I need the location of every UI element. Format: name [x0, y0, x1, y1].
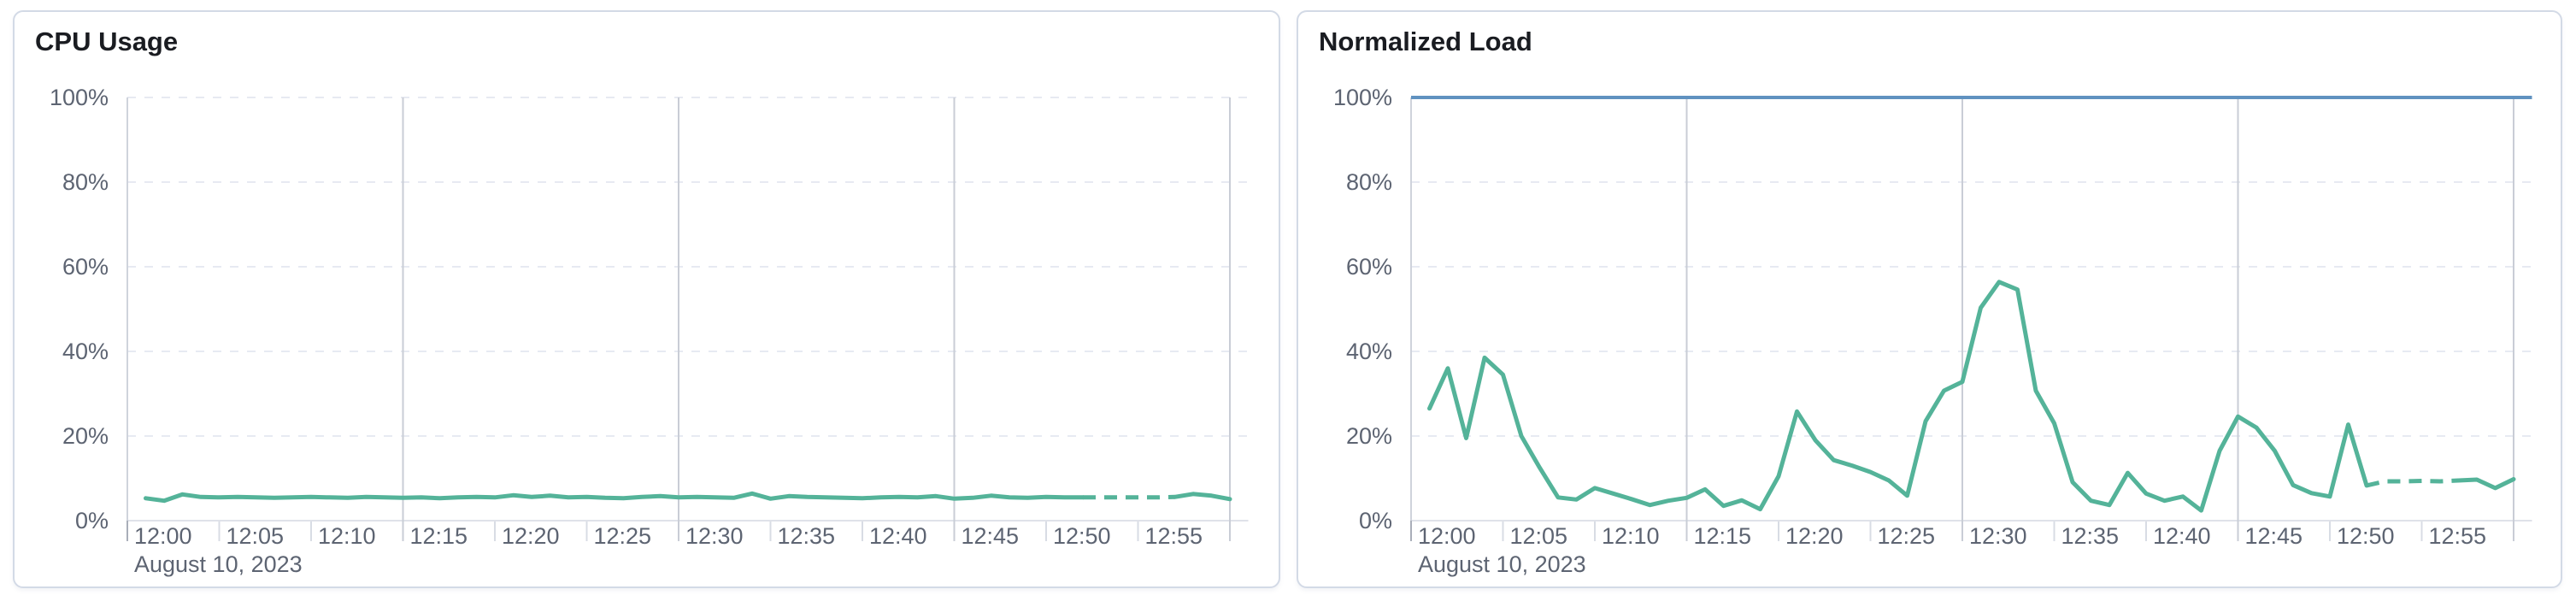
- y-tick-label: 40%: [1346, 339, 1392, 364]
- normalized-load-chart-canvas[interactable]: 0% 20% 40% 60% 80% 100% 12:00 12:05 12:10 12:15 12…: [1298, 12, 2561, 586]
- x-tick-label: 12:30: [1969, 523, 2027, 549]
- series-line-solid: [1427, 280, 2369, 513]
- x-tick-label: 12:35: [778, 523, 836, 549]
- y-tick-label: 80%: [62, 169, 109, 195]
- x-axis-date-label: August 10, 2023: [134, 551, 303, 577]
- x-tick-label: 12:45: [962, 523, 1020, 549]
- x-tick-label: 12:55: [2429, 523, 2487, 549]
- x-tick-label: 12:35: [2061, 523, 2120, 549]
- x-tick-label: 12:00: [134, 523, 192, 549]
- cpu-usage-chart-canvas[interactable]: 0% 20% 40% 60% 80% 100% 12:00 12:05 12:10 12:15 12…: [15, 12, 1279, 586]
- x-tick-label: 12:50: [1053, 523, 1111, 549]
- x-tick-label: 12:15: [1694, 523, 1752, 549]
- x-tick-label: 12:30: [685, 523, 744, 549]
- x-tick-label: 12:10: [318, 523, 376, 549]
- x-tick-label: 12:40: [869, 523, 927, 549]
- series-line-solid-end: [2456, 477, 2516, 491]
- y-tick-label: 20%: [1346, 423, 1392, 449]
- x-tick-label: 12:00: [1418, 523, 1476, 549]
- y-tick-label: 40%: [62, 339, 109, 364]
- y-tick-label: 0%: [1359, 508, 1392, 533]
- y-tick-label: 60%: [62, 254, 109, 280]
- x-tick-label: 12:05: [226, 523, 285, 549]
- y-tick-label: 60%: [1346, 254, 1392, 280]
- x-axis-date-label: August 10, 2023: [1418, 551, 1586, 577]
- series-line-solid-end: [1173, 492, 1232, 502]
- panel-title-normalized-load: Normalized Load: [1319, 27, 1532, 56]
- x-tick-label: 12:50: [2337, 523, 2395, 549]
- x-tick-label: 12:45: [2245, 523, 2303, 549]
- panel-title-cpu-usage: CPU Usage: [35, 27, 179, 56]
- panel-normalized-load: Normalized Load 0% 20% 40% 60% 80% 100% 12:00 1…: [1297, 10, 2562, 588]
- panel-cpu-usage: CPU Usage 0% 20% 40% 60% 80% 100% 12:00 12:05 12…: [13, 10, 1280, 588]
- x-tick-label: 12:40: [2153, 523, 2211, 549]
- x-tick-label: 12:10: [1602, 523, 1660, 549]
- y-tick-label: 100%: [1333, 85, 1392, 110]
- x-tick-label: 12:20: [1785, 523, 1844, 549]
- y-tick-label: 100%: [50, 85, 109, 110]
- series-line-dashed-partial: [1083, 494, 1175, 500]
- y-tick-label: 80%: [1346, 169, 1392, 195]
- x-tick-label: 12:20: [502, 523, 560, 549]
- y-tick-label: 20%: [62, 423, 109, 449]
- x-tick-label: 12:25: [1878, 523, 1936, 549]
- x-tick-label: 12:55: [1145, 523, 1203, 549]
- x-tick-label: 12:05: [1510, 523, 1568, 549]
- series-line-solid: [144, 491, 1085, 504]
- y-tick-label: 0%: [75, 508, 109, 533]
- x-tick-label: 12:15: [410, 523, 468, 549]
- series-line-dashed-partial: [2366, 478, 2459, 488]
- x-tick-label: 12:25: [594, 523, 652, 549]
